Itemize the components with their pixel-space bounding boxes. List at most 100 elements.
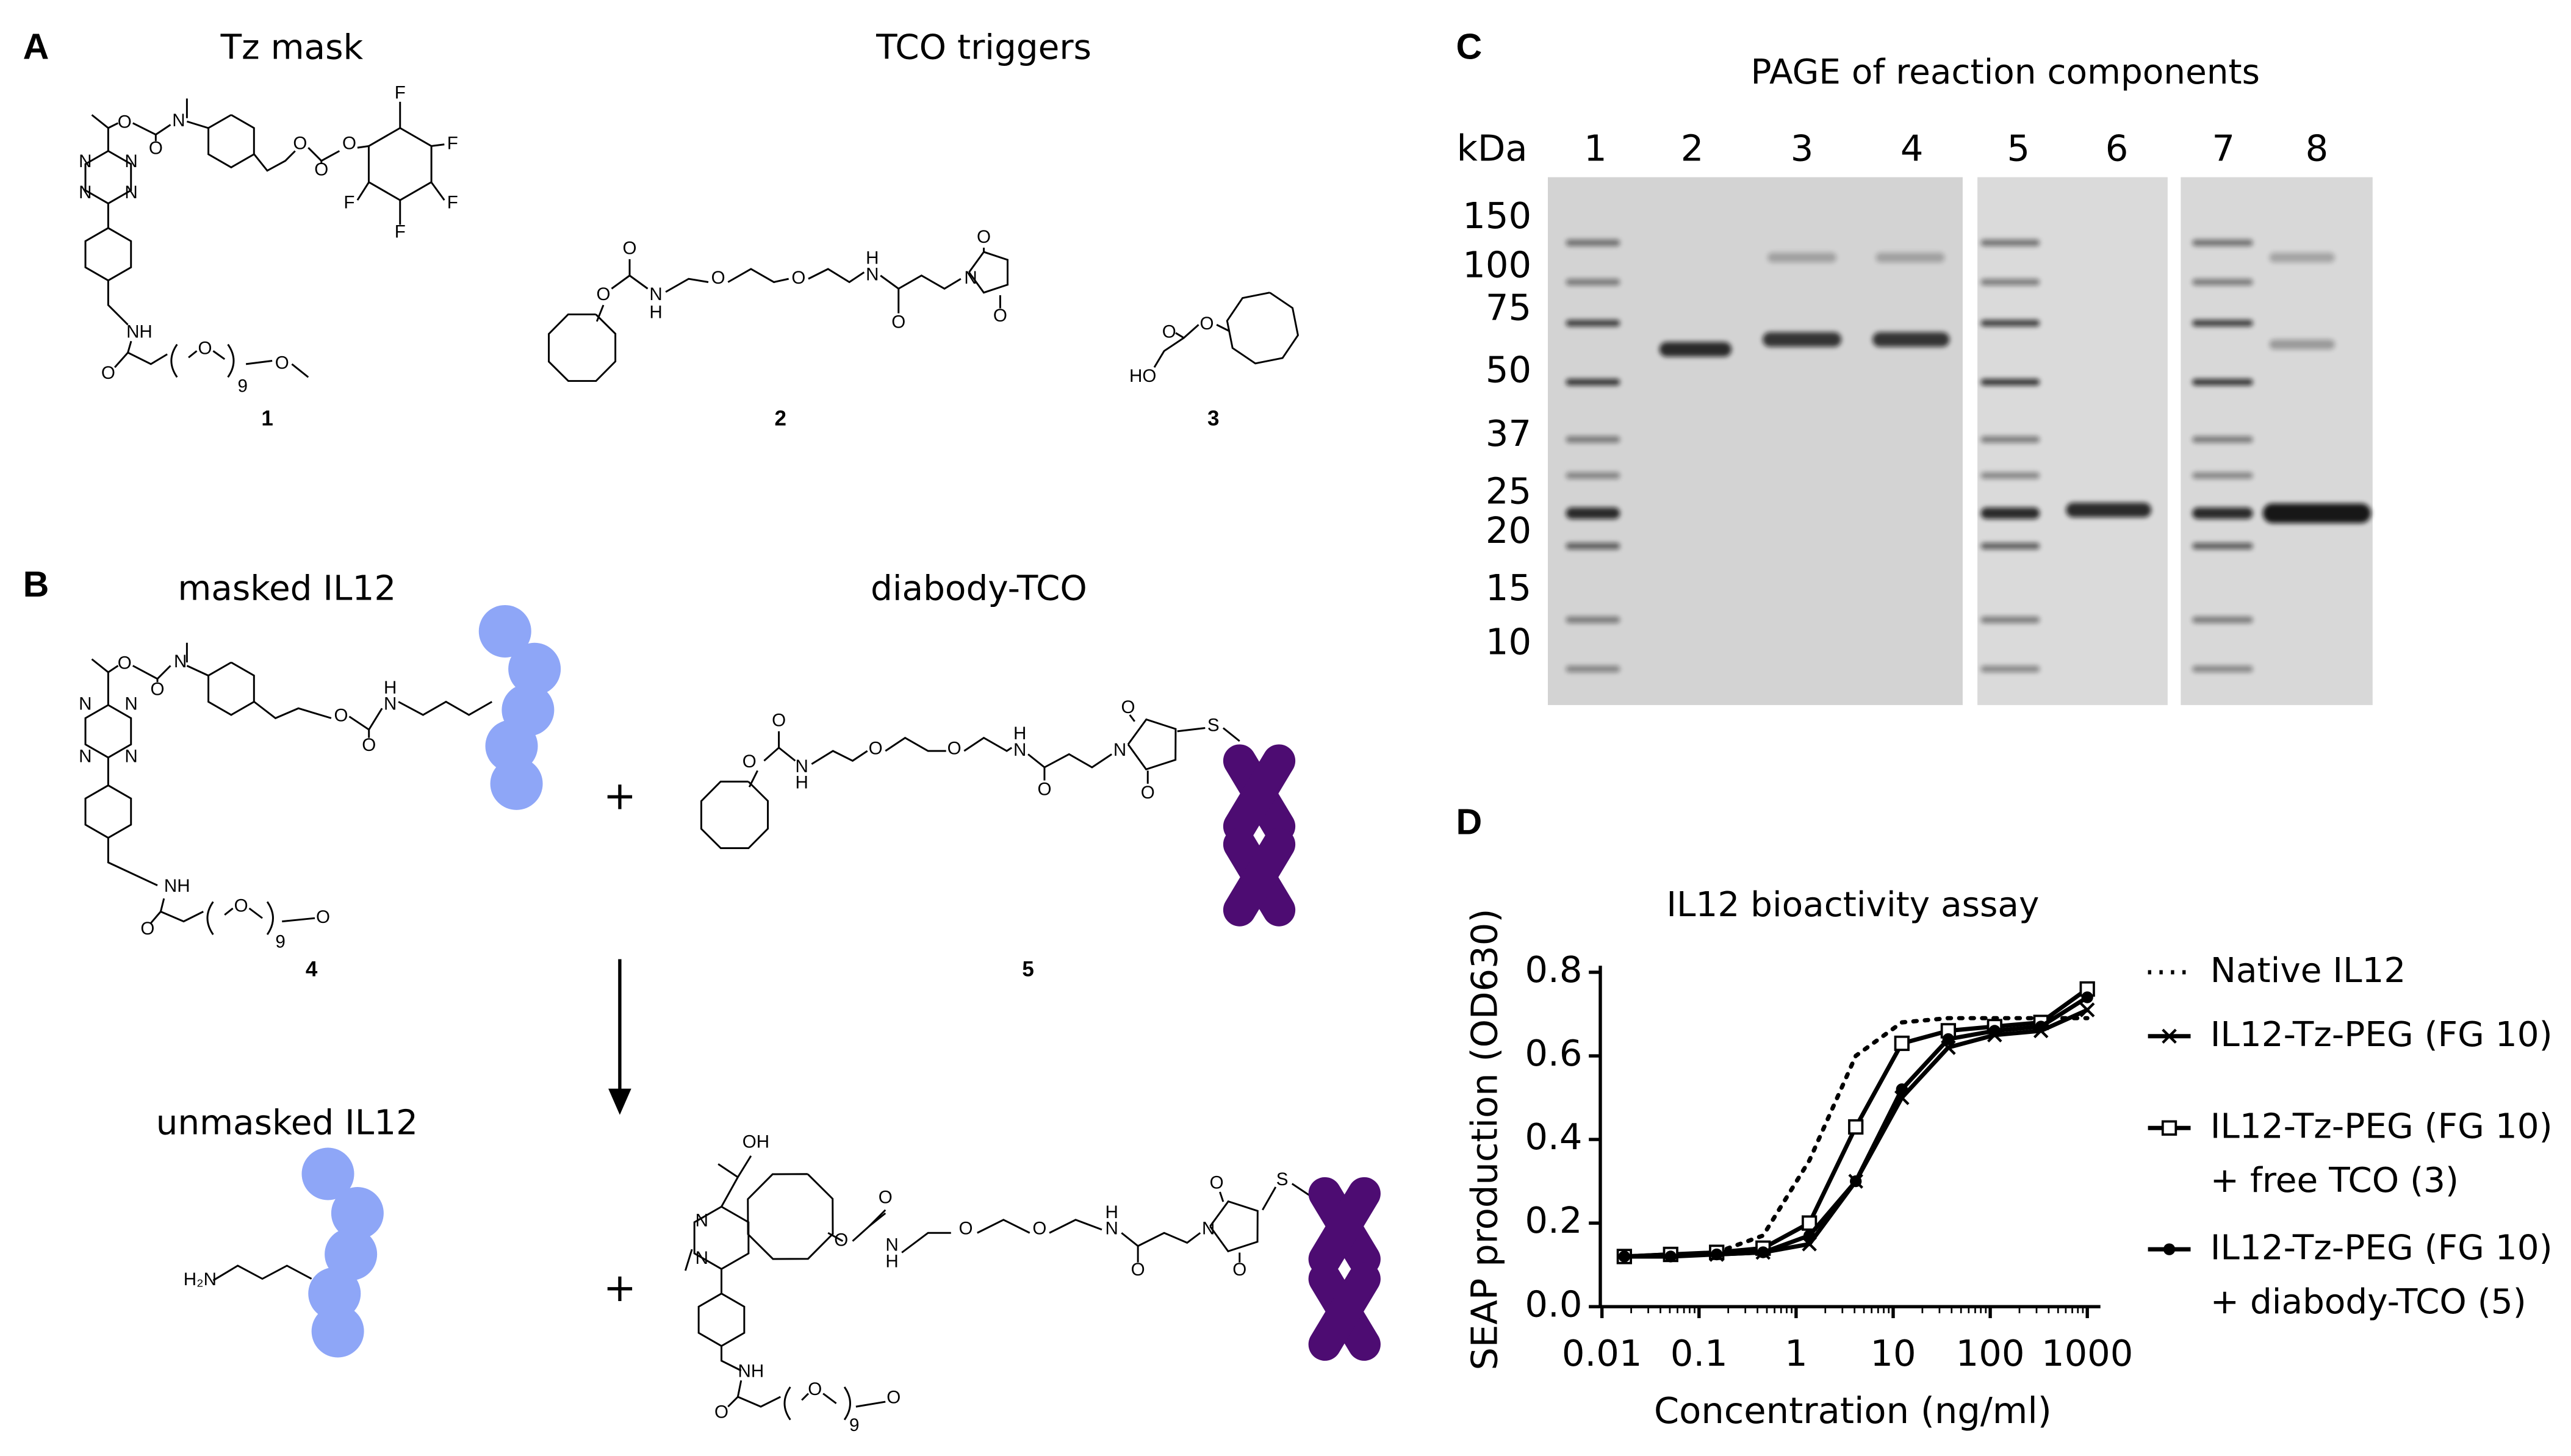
bond — [700, 780, 769, 849]
bond — [748, 770, 758, 787]
atom-label: N — [384, 694, 397, 714]
atom-label: O — [808, 1379, 822, 1399]
atom-label: O — [151, 680, 165, 700]
atom-label: O — [886, 1388, 901, 1408]
atom-mask — [361, 736, 378, 756]
atom-label: O — [362, 735, 376, 755]
gel-band — [2192, 542, 2253, 550]
gel-image — [1548, 177, 2373, 705]
y-tick-label: 0.2 — [1525, 1199, 1582, 1241]
compound-number: 3 — [1207, 406, 1219, 430]
atom-label: O — [334, 706, 348, 726]
atom-mask — [1036, 780, 1053, 800]
atom-label: O — [1200, 314, 1214, 334]
bond — [747, 1173, 834, 1260]
bond — [977, 1219, 1030, 1234]
bracket — [227, 343, 235, 378]
atom-label: O — [743, 751, 757, 772]
bond — [430, 181, 445, 201]
x-axis-label: Concentration (ng/ml) — [1654, 1390, 2052, 1432]
gel-band — [2192, 320, 2253, 327]
atom-label: O — [993, 306, 1007, 326]
atom-mask — [976, 228, 992, 248]
marker-label: 50 — [1486, 348, 1531, 390]
atom-mask — [77, 695, 94, 715]
atom-label: O — [275, 353, 289, 373]
bond — [868, 1209, 886, 1227]
data-point — [1896, 1083, 1908, 1096]
x-tick-label: 10 — [1870, 1332, 1916, 1374]
bracket — [783, 1386, 791, 1421]
data-point — [2035, 1020, 2047, 1033]
gel-band — [1566, 665, 1620, 673]
bond — [717, 1163, 739, 1178]
atom-mask — [77, 747, 94, 767]
atom-label: O — [293, 134, 307, 154]
data-point — [1850, 1175, 1862, 1188]
atom-label: N — [1105, 1219, 1118, 1239]
bond — [1216, 324, 1231, 332]
panel-title: masked IL12 — [178, 568, 396, 608]
lane-label: 6 — [2105, 127, 2129, 170]
atom-mask — [382, 695, 399, 715]
atom-label: N — [124, 151, 137, 171]
gel-band — [2192, 665, 2253, 673]
bracket — [170, 343, 178, 378]
atom-mask — [139, 919, 156, 940]
bond — [1044, 753, 1112, 769]
atom-mask — [710, 269, 727, 289]
atom-label: F — [447, 192, 458, 212]
il12-subunit — [508, 642, 561, 695]
legend-entry: IL12-Tz-PEG (FG 10) + free TCO (3) — [2210, 1106, 2553, 1200]
data-point — [1988, 1025, 2001, 1037]
atom-mask — [131, 323, 148, 343]
data-point — [1942, 1033, 1955, 1045]
atom-mask — [1112, 741, 1128, 761]
gel-band — [1566, 320, 1620, 327]
atom-label: O — [1162, 322, 1176, 342]
gel-band — [2269, 339, 2335, 350]
data-point — [1803, 1230, 1816, 1242]
atom-label: O — [623, 238, 637, 259]
atom-mask — [1208, 1174, 1225, 1194]
atom-label: O — [1032, 1219, 1046, 1239]
atom-mask — [743, 1362, 760, 1382]
bond — [348, 708, 383, 731]
atom-label: H — [866, 248, 879, 268]
panel-title: TCO triggers — [876, 28, 1091, 68]
legend-marker — [2161, 1120, 2177, 1136]
data-point — [1618, 1250, 1631, 1263]
atom-mask — [991, 306, 1009, 327]
y-tick-label: 0.0 — [1525, 1283, 1582, 1325]
atom-mask — [962, 269, 979, 289]
gel-band — [1980, 472, 2040, 479]
panel-label: C — [1456, 26, 1483, 66]
lane-label: 3 — [1791, 127, 1814, 170]
bond — [737, 1396, 781, 1408]
diabody-chain — [1223, 744, 1296, 843]
bond — [811, 750, 868, 765]
bond — [721, 1155, 752, 1207]
atom-label: O — [891, 312, 905, 332]
atom-mask — [99, 364, 117, 384]
y-tick-label: 0.6 — [1525, 1032, 1582, 1074]
data-point — [1711, 1248, 1723, 1261]
gel-band — [2269, 253, 2335, 263]
atom-label: S — [1276, 1169, 1289, 1189]
atom-mask — [196, 339, 214, 359]
atom-mask — [1198, 315, 1215, 335]
data-point — [2079, 1002, 2095, 1017]
marker-label: 150 — [1462, 195, 1531, 237]
legend-marker — [2162, 1028, 2177, 1044]
atom-label: H — [885, 1251, 898, 1271]
panel-title: Tz mask — [220, 28, 364, 68]
bond — [1121, 1232, 1139, 1263]
atom-label: O — [1037, 779, 1051, 799]
atom-label: F — [395, 222, 406, 242]
bond — [253, 701, 332, 720]
atom-label: O — [118, 653, 132, 673]
gel-band — [1980, 616, 2040, 623]
bond — [132, 122, 171, 136]
atom-mask — [1031, 1219, 1048, 1239]
bond — [885, 736, 946, 752]
